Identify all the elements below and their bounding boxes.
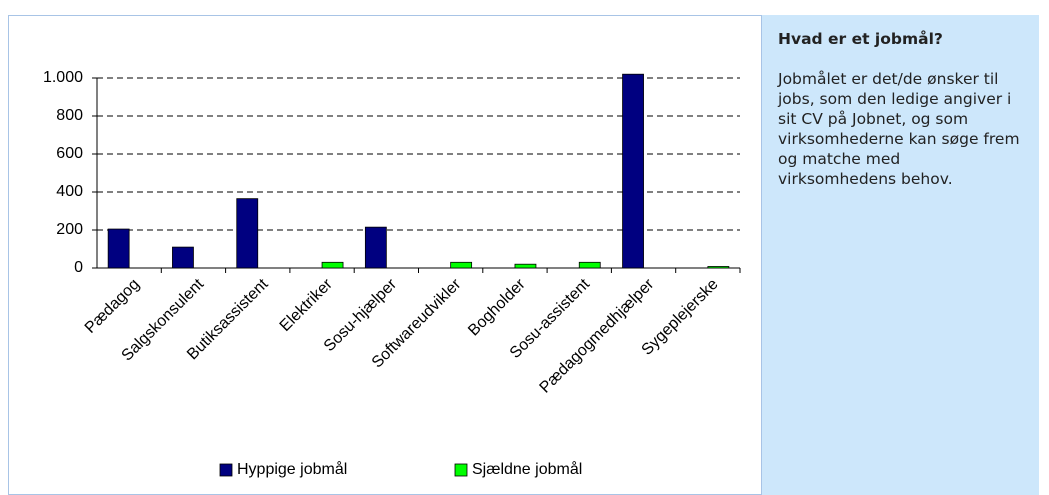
legend-label: Sjældne jobmål	[472, 460, 582, 478]
bar	[514, 263, 537, 269]
bar	[172, 246, 194, 269]
y-tick-label: 800	[56, 107, 83, 124]
x-tick-label: Elektriker	[277, 275, 337, 335]
bar	[622, 73, 644, 269]
bar	[450, 261, 473, 269]
sidebar: Hvad er et jobmål? Jobmålet er det/de øn…	[761, 15, 1039, 495]
bar	[236, 198, 259, 269]
x-tick-label: Pædagog	[82, 276, 143, 337]
legend-label: Hyppige jobmål	[237, 460, 347, 478]
bar	[364, 226, 387, 269]
bar	[107, 228, 130, 269]
x-tick-label: Pædagogmedhjælper	[537, 275, 658, 396]
chart: 02004006008001.000PædagogSalgskonsulentB…	[43, 69, 741, 478]
sidebar-text: Jobmålet er det/de ønsker til jobs, som …	[778, 70, 1020, 188]
bar	[707, 266, 730, 269]
y-tick-label: 0	[74, 259, 83, 276]
y-tick-label: 200	[56, 221, 83, 238]
sidebar-title: Hvad er et jobmål?	[778, 30, 943, 48]
y-tick-label: 1.000	[43, 69, 83, 86]
bar	[321, 261, 344, 269]
y-tick-label: 600	[56, 145, 83, 162]
legend-swatch	[219, 463, 233, 477]
legend-swatch	[454, 463, 468, 477]
bar	[578, 261, 601, 269]
x-tick-label: Bogholder	[465, 275, 529, 339]
y-tick-label: 400	[56, 183, 83, 200]
